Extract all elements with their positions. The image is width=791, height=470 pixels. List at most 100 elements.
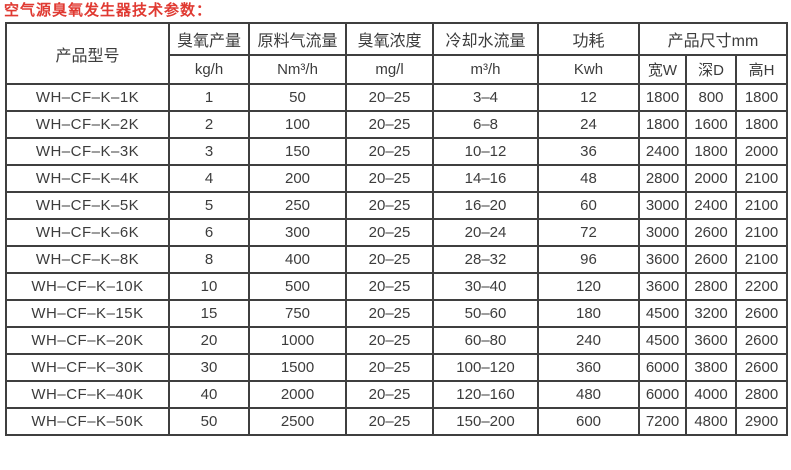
value-cell: 12 [537,83,640,112]
model-cell: WH–CF–K–4K [5,164,170,193]
value-cell: 24 [537,110,640,139]
value-cell: 20–25 [345,164,434,193]
value-cell: 3 [168,137,250,166]
value-cell: 200 [248,164,347,193]
table-row: WH–CF–K–30K 30 1500 20–25 100–120 360 6000 3800… [5,353,788,382]
value-cell: 4800 [685,407,737,436]
value-cell: 2000 [685,164,737,193]
value-cell: 2100 [735,191,788,220]
value-cell: 1800 [638,83,687,112]
value-cell: 1500 [248,353,347,382]
value-cell: 50–60 [432,299,539,328]
header-width: 宽W [638,54,687,85]
value-cell: 600 [537,407,640,436]
value-cell: 2100 [735,164,788,193]
value-cell: 150–200 [432,407,539,436]
value-cell: 3600 [638,245,687,274]
table-row: WH–CF–K–4K 4 200 20–25 14–16 48 2800 2000 2100 [5,164,788,193]
value-cell: 2100 [735,218,788,247]
value-cell: 5 [168,191,250,220]
value-cell: 96 [537,245,640,274]
header-gas-flow: 原料气流量 [248,22,347,56]
model-cell: WH–CF–K–8K [5,245,170,274]
model-cell: WH–CF–K–10K [5,272,170,301]
value-cell: 500 [248,272,347,301]
value-cell: 4000 [685,380,737,409]
value-cell: 16–20 [432,191,539,220]
value-cell: 2800 [735,380,788,409]
value-cell: 60–80 [432,326,539,355]
value-cell: 14–16 [432,164,539,193]
model-cell: WH–CF–K–2K [5,110,170,139]
value-cell: 1600 [685,110,737,139]
value-cell: 1000 [248,326,347,355]
value-cell: 20–25 [345,407,434,436]
value-cell: 3–4 [432,83,539,112]
value-cell: 100–120 [432,353,539,382]
table-row: WH–CF–K–40K 40 2000 20–25 120–160 480 6000 4000… [5,380,788,409]
header-dimensions: 产品尺寸mm [638,22,788,56]
value-cell: 1800 [735,110,788,139]
value-cell: 2000 [248,380,347,409]
value-cell: 4500 [638,299,687,328]
table-row: WH–CF–K–3K 3 150 20–25 10–12 36 2400 1800 2000 [5,137,788,166]
unit-cooling-water-flow: m³/h [432,54,539,85]
value-cell: 6 [168,218,250,247]
value-cell: 20–25 [345,326,434,355]
value-cell: 480 [537,380,640,409]
header-height: 高H [735,54,788,85]
unit-power-consumption: Kwh [537,54,640,85]
value-cell: 800 [685,83,737,112]
model-cell: WH–CF–K–5K [5,191,170,220]
value-cell: 1800 [685,137,737,166]
value-cell: 3000 [638,218,687,247]
value-cell: 20–25 [345,380,434,409]
table-row: WH–CF–K–6K 6 300 20–25 20–24 72 3000 2600 2100 [5,218,788,247]
value-cell: 20–24 [432,218,539,247]
model-cell: WH–CF–K–6K [5,218,170,247]
value-cell: 20–25 [345,272,434,301]
value-cell: 6000 [638,380,687,409]
value-cell: 1 [168,83,250,112]
value-cell: 360 [537,353,640,382]
table-row: WH–CF–K–2K 2 100 20–25 6–8 24 1800 1600 1800 [5,110,788,139]
value-cell: 2600 [685,245,737,274]
value-cell: 20 [168,326,250,355]
model-cell: WH–CF–K–50K [5,407,170,436]
value-cell: 30 [168,353,250,382]
model-cell: WH–CF–K–40K [5,380,170,409]
value-cell: 2500 [248,407,347,436]
value-cell: 10–12 [432,137,539,166]
value-cell: 1800 [735,83,788,112]
value-cell: 2100 [735,245,788,274]
header-row-labels: 产品型号 臭氧产量 原料气流量 臭氧浓度 冷却水流量 功耗 产品尺寸mm [5,22,788,85]
value-cell: 2600 [735,299,788,328]
model-cell: WH–CF–K–15K [5,299,170,328]
value-cell: 2600 [735,326,788,355]
header-ozone-output: 臭氧产量 [168,22,250,56]
model-cell: WH–CF–K–20K [5,326,170,355]
value-cell: 3800 [685,353,737,382]
value-cell: 15 [168,299,250,328]
spec-table-header: 产品型号 臭氧产量 原料气流量 臭氧浓度 冷却水流量 功耗 产品尺寸mm kg/… [5,22,788,85]
value-cell: 50 [248,83,347,112]
value-cell: 30–40 [432,272,539,301]
value-cell: 240 [537,326,640,355]
value-cell: 180 [537,299,640,328]
value-cell: 2900 [735,407,788,436]
value-cell: 20–25 [345,218,434,247]
value-cell: 20–25 [345,83,434,112]
value-cell: 3600 [685,326,737,355]
value-cell: 2200 [735,272,788,301]
value-cell: 300 [248,218,347,247]
value-cell: 2 [168,110,250,139]
header-power-consumption: 功耗 [537,22,640,56]
value-cell: 28–32 [432,245,539,274]
value-cell: 48 [537,164,640,193]
value-cell: 3000 [638,191,687,220]
value-cell: 400 [248,245,347,274]
value-cell: 120 [537,272,640,301]
model-cell: WH–CF–K–3K [5,137,170,166]
table-row: WH–CF–K–50K 50 2500 20–25 150–200 600 7200 4800… [5,407,788,436]
value-cell: 20–25 [345,137,434,166]
